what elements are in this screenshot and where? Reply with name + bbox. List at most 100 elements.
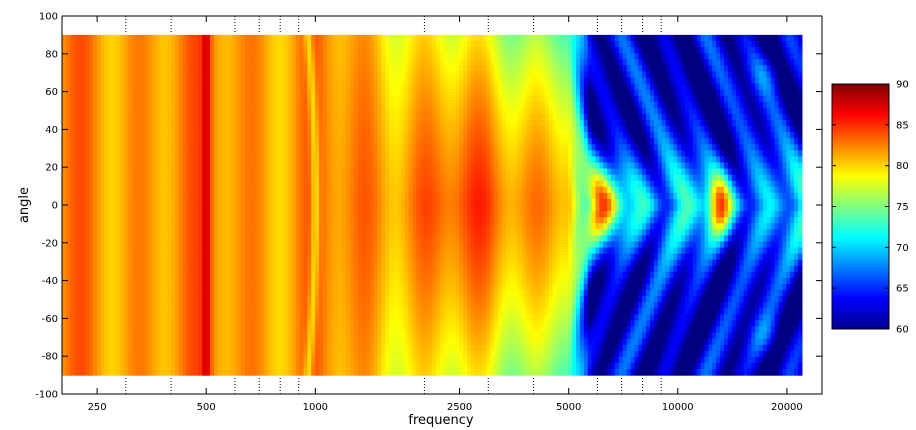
heatmap-cell bbox=[159, 175, 163, 182]
heatmap-cell bbox=[152, 65, 156, 72]
heatmap-cell bbox=[377, 296, 381, 303]
heatmap-cell bbox=[155, 314, 159, 321]
heatmap-cell bbox=[292, 314, 296, 321]
heatmap-cell bbox=[261, 47, 265, 54]
heatmap-cell bbox=[175, 169, 179, 176]
heatmap-cell bbox=[264, 339, 268, 346]
heatmap-cell bbox=[198, 229, 202, 236]
heatmap-cell bbox=[350, 187, 354, 194]
heatmap-cell bbox=[218, 199, 222, 206]
heatmap-cell bbox=[401, 357, 405, 364]
heatmap-cell bbox=[62, 108, 66, 115]
heatmap-cell bbox=[346, 314, 350, 321]
heatmap-cell bbox=[261, 223, 265, 230]
heatmap-cell bbox=[175, 77, 179, 84]
heatmap-cell bbox=[385, 35, 389, 42]
heatmap-cell bbox=[401, 248, 405, 255]
heatmap-cell bbox=[191, 229, 195, 236]
heatmap-cell bbox=[381, 320, 385, 327]
heatmap-cell bbox=[78, 102, 82, 109]
heatmap-cell bbox=[331, 272, 335, 279]
heatmap-cell bbox=[409, 96, 413, 103]
heatmap-cell bbox=[101, 47, 105, 54]
heatmap-cell bbox=[187, 254, 191, 261]
heatmap-cell bbox=[350, 327, 354, 334]
heatmap-cell bbox=[315, 357, 319, 364]
heatmap-cell bbox=[148, 84, 152, 91]
heatmap-cell bbox=[315, 351, 319, 358]
heatmap-cell bbox=[264, 193, 268, 200]
heatmap-cell bbox=[214, 144, 218, 151]
heatmap-cell bbox=[300, 47, 304, 54]
heatmap-cell bbox=[206, 254, 210, 261]
heatmap-cell bbox=[241, 53, 245, 60]
heatmap-cell bbox=[163, 308, 167, 315]
heatmap-cell bbox=[85, 120, 89, 127]
heatmap-cell bbox=[342, 114, 346, 121]
heatmap-cell bbox=[78, 175, 82, 182]
heatmap-cell bbox=[303, 53, 307, 60]
heatmap-cell bbox=[241, 162, 245, 169]
heatmap-cell bbox=[288, 175, 292, 182]
heatmap-cell bbox=[198, 339, 202, 346]
heatmap-cell bbox=[124, 308, 128, 315]
heatmap-cell bbox=[89, 223, 93, 230]
heatmap-cell bbox=[148, 71, 152, 78]
heatmap-cell bbox=[264, 357, 268, 364]
heatmap-cell bbox=[385, 41, 389, 48]
heatmap-cell bbox=[307, 278, 311, 285]
heatmap-cell bbox=[257, 211, 261, 218]
heatmap-cell bbox=[206, 211, 210, 218]
heatmap-cell bbox=[202, 156, 206, 163]
heatmap-cell bbox=[124, 327, 128, 334]
heatmap-cell bbox=[222, 181, 226, 188]
heatmap-cell bbox=[405, 333, 409, 340]
heatmap-cell bbox=[374, 199, 378, 206]
heatmap-cell bbox=[198, 59, 202, 66]
heatmap-cell bbox=[319, 260, 323, 267]
heatmap-cell bbox=[163, 369, 167, 376]
heatmap-cell bbox=[346, 229, 350, 236]
heatmap-cell bbox=[171, 302, 175, 309]
heatmap-cell bbox=[202, 199, 206, 206]
heatmap-cell bbox=[362, 363, 366, 370]
heatmap-cell bbox=[128, 199, 132, 206]
heatmap-cell bbox=[381, 205, 385, 212]
heatmap-cell bbox=[167, 357, 171, 364]
heatmap-cell bbox=[109, 339, 113, 346]
heatmap-cell bbox=[237, 96, 241, 103]
heatmap-cell bbox=[187, 248, 191, 255]
heatmap-cell bbox=[249, 53, 253, 60]
heatmap-cell bbox=[253, 114, 257, 121]
heatmap-cell bbox=[280, 278, 284, 285]
heatmap-cell bbox=[171, 53, 175, 60]
heatmap-cell bbox=[194, 193, 198, 200]
heatmap-cell bbox=[385, 65, 389, 72]
heatmap-cell bbox=[300, 102, 304, 109]
heatmap-cell bbox=[198, 284, 202, 291]
heatmap-cell bbox=[288, 357, 292, 364]
heatmap-cell bbox=[346, 248, 350, 255]
heatmap-cell bbox=[385, 284, 389, 291]
heatmap-cell bbox=[171, 314, 175, 321]
heatmap-cell bbox=[237, 320, 241, 327]
heatmap-cell bbox=[93, 223, 97, 230]
heatmap-cell bbox=[311, 211, 315, 218]
heatmap-cell bbox=[288, 327, 292, 334]
heatmap-cell bbox=[97, 132, 101, 139]
heatmap-cell bbox=[218, 150, 222, 157]
heatmap-cell bbox=[206, 150, 210, 157]
heatmap-cell bbox=[342, 108, 346, 115]
heatmap-cell bbox=[257, 108, 261, 115]
heatmap-cell bbox=[335, 248, 339, 255]
heatmap-cell bbox=[362, 187, 366, 194]
heatmap-cell bbox=[81, 199, 85, 206]
heatmap-cell bbox=[66, 162, 70, 169]
heatmap-cell bbox=[214, 114, 218, 121]
heatmap-cell bbox=[187, 144, 191, 151]
heatmap-cell bbox=[241, 199, 245, 206]
heatmap-cell bbox=[233, 71, 237, 78]
heatmap-cell bbox=[237, 290, 241, 297]
heatmap-cell bbox=[405, 199, 409, 206]
heatmap-cell bbox=[101, 162, 105, 169]
